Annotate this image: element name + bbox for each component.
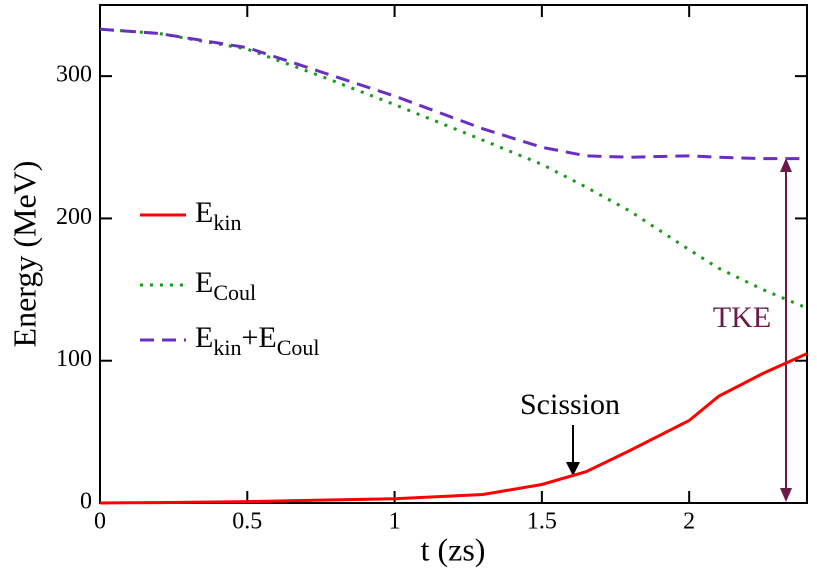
y-tick-label: 300	[56, 62, 92, 88]
legend-label-part: kin	[213, 335, 241, 360]
y-tick-label: 100	[56, 346, 92, 372]
legend-label: Ekin+ECoul	[195, 321, 320, 360]
x-tick-label: 1.5	[527, 509, 557, 535]
series-line	[99, 352, 808, 505]
y-tick-label: 200	[56, 204, 92, 230]
legend-label: ECoul	[195, 266, 256, 305]
legend-label-part: kin	[213, 210, 241, 235]
legend-label-part: E	[195, 196, 213, 229]
legend-label: Ekin	[195, 196, 241, 235]
legend-label-part: Coul	[213, 280, 256, 305]
plot-frame	[99, 4, 808, 504]
x-axis-label: t (zs)	[421, 531, 486, 567]
legend-label-part: E	[195, 266, 213, 299]
x-tick-label: 2	[683, 509, 695, 535]
annotation: TKE	[713, 301, 771, 334]
legend-label-part: Coul	[277, 335, 320, 360]
annotation-arrowhead	[566, 462, 580, 476]
series-line	[99, 27, 808, 310]
y-tick-label: 0	[80, 489, 92, 515]
x-tick-label: 1	[389, 509, 401, 535]
y-axis-label: Energy (MeV)	[6, 161, 42, 348]
legend-label-part: E	[195, 321, 213, 354]
series-line	[99, 27, 807, 161]
annotation: Scission	[520, 388, 620, 421]
x-tick-label: 0	[94, 509, 106, 535]
legend-label-part: +E	[241, 321, 276, 354]
x-tick-label: 0.5	[232, 509, 262, 535]
